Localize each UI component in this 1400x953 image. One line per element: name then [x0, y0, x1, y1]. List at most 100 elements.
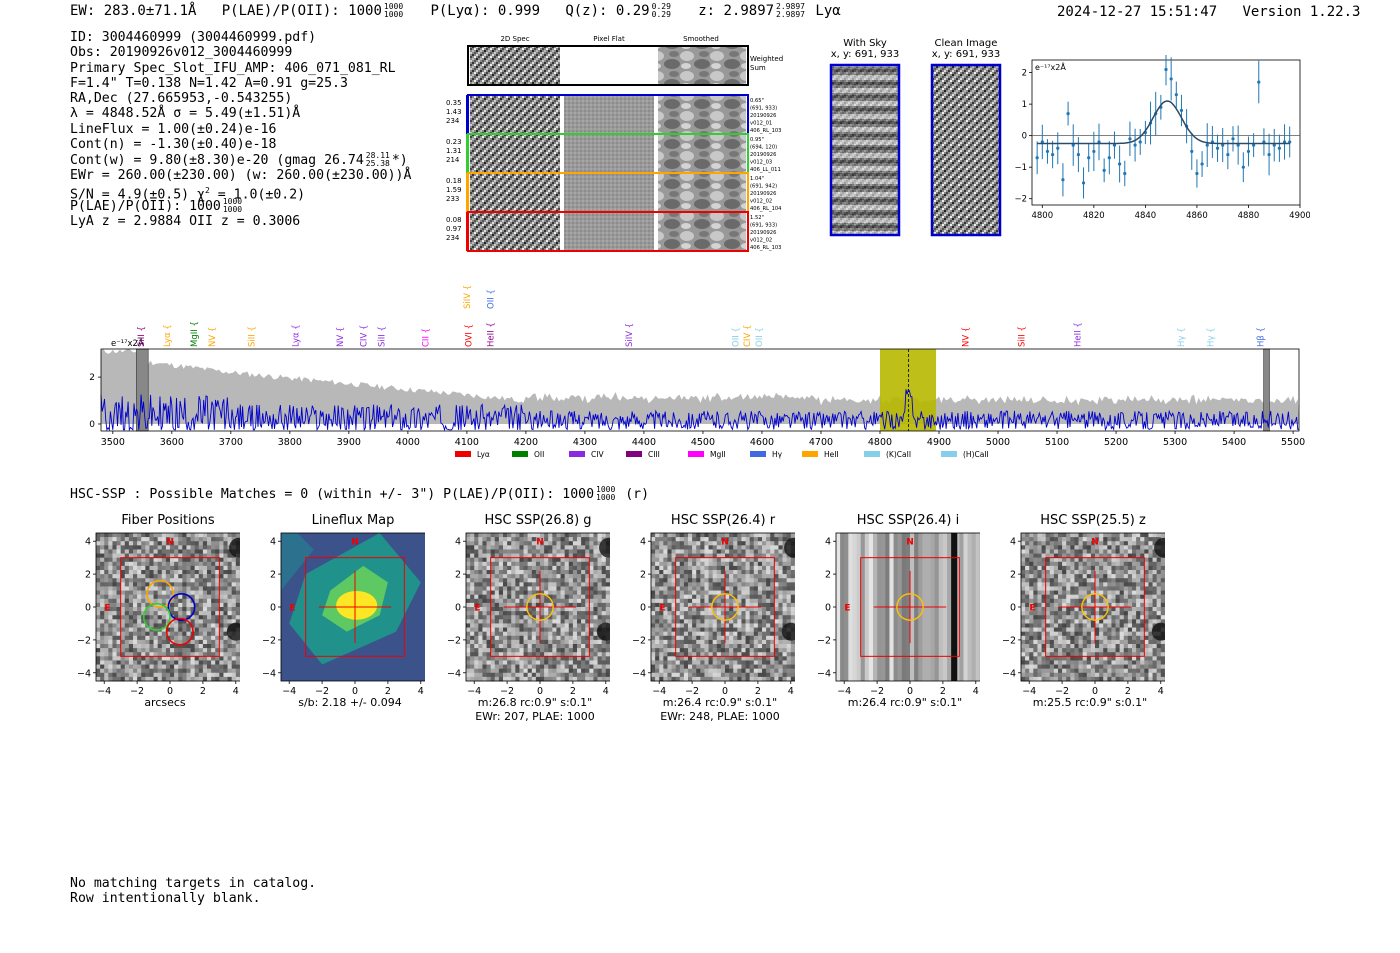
zoom-point-19 — [1133, 143, 1137, 147]
header-datetime: 2024-12-27 15:51:47 — [1057, 4, 1218, 20]
cutout-right-3-0: 1.52" — [750, 215, 764, 221]
hsc-ytick-label-3-0: 4 — [640, 537, 646, 548]
hsc-bright-source-b — [226, 622, 240, 641]
hsc-xtick-label-3-0: −4 — [652, 686, 666, 697]
cutout-right-1-4: 406_LL_011 — [750, 167, 781, 173]
hsc-panel-title-2: HSC SSP(26.8) g — [484, 513, 592, 528]
header-z: z: 2.9897 — [698, 3, 775, 19]
sum-frame — [467, 45, 749, 86]
cutout-color-bar-2 — [466, 173, 469, 212]
hsc-panel-title-4: HSC SSP(26.4) i — [856, 513, 960, 528]
spec-axes-frame — [100, 348, 1300, 432]
zoom-point-37 — [1226, 152, 1230, 157]
hsc-ytick-label-5-1: 2 — [1010, 570, 1016, 581]
hsc-ytick-label-0-4: −4 — [77, 668, 91, 679]
cutout-left-1-0: 0.23 — [446, 138, 462, 146]
zoom-point-8 — [1076, 152, 1080, 157]
cutout-pixelflat-0 — [564, 96, 654, 133]
zoom-point-30 — [1190, 149, 1194, 154]
spec-xtick-label-2: 3700 — [219, 437, 243, 448]
cutout-left-0-2: 234 — [446, 117, 460, 125]
hsc-panel-title-0: Fiber Positions — [121, 513, 215, 528]
hsc-panel-0: N E −4 −2 0 2 4 4 2 0 −2 −4 — [77, 532, 240, 697]
spec-line-label-0: SiII { — [137, 326, 147, 347]
spec-line-label-14: CIV { — [743, 325, 753, 347]
hsc-xtick-label-1-3: 2 — [385, 686, 391, 697]
hsc-panel-3: N E −4 −2 0 2 4 4 2 0 −2 −4 — [632, 532, 795, 697]
hsc-ytick-label-3-4: −4 — [632, 668, 646, 679]
info-sn-sup: 2 — [204, 185, 210, 195]
spec-legend-swatch-0 — [455, 451, 471, 457]
hsc-xtick-label-5-3: 2 — [1125, 686, 1131, 697]
cutout-left-2-2: 233 — [446, 195, 459, 203]
hsc-panel-caption-3: m:26.4 rc:0.9" s:0.1" EWr: 248, PLAE: 100… — [635, 696, 805, 724]
info-contw-hi: 28.11 — [365, 151, 390, 161]
zoom-point-46 — [1272, 143, 1276, 147]
hsc-xtick-label-3-4: 4 — [788, 686, 794, 697]
hsc-ytick-label-1-2: 0 — [270, 603, 276, 614]
zoom-point-16 — [1118, 162, 1122, 166]
hsc-ytick-label-3-1: 2 — [640, 570, 646, 581]
zoom-xtick-label-1: 4820 — [1083, 211, 1105, 221]
hsc-panel-caption-0: arcsecs — [80, 696, 250, 710]
spec-xtick-label-9: 4400 — [632, 437, 656, 448]
hsc-title-hi: 1000 — [596, 485, 616, 494]
header-version: Version 1.22.3 — [1242, 4, 1361, 20]
hsc-north-label-5: N — [1091, 538, 1099, 548]
spec-xtick-label-7: 4200 — [514, 437, 538, 448]
zoom-point-47 — [1277, 146, 1281, 150]
cutout-panel: 2D Spec Pixel Flat Smoothed Weighted Sum… — [446, 35, 783, 252]
zoom-point-15 — [1112, 143, 1117, 147]
spec-line-label-21: Hβ { — [1257, 327, 1267, 347]
col-label-smoothed: Smoothed — [683, 35, 719, 43]
spec-legend-swatch-8 — [941, 451, 957, 457]
cutout-left-1-1: 1.31 — [446, 147, 462, 155]
cutout-left-0-0: 0.35 — [446, 99, 462, 107]
zoom-point-13 — [1102, 168, 1106, 172]
hsc-ytick-label-5-2: 0 — [1010, 603, 1016, 614]
header-z-line: Lyα — [815, 3, 841, 19]
hsc-ytick-label-1-1: 2 — [270, 570, 276, 581]
lineflux-blob-a — [281, 533, 314, 591]
hsc-xtick-label-0-2: 0 — [167, 686, 173, 697]
spec-line-label-1: Lyα { — [163, 324, 173, 347]
cutout-left-3-0: 0.08 — [446, 216, 462, 224]
cutout-right-0-4: 406_RL_103 — [750, 128, 782, 134]
spec-ytick-label-0: 2 — [89, 373, 95, 383]
cutout-color-bar-1 — [466, 134, 469, 173]
header-right: 2024-12-27 15:51:47 Version 1.22.3 — [1057, 4, 1360, 20]
header-qz-lo: 0.29 — [651, 10, 671, 19]
info-obs: Obs: 20190926v012_3004460999 — [70, 45, 293, 61]
cutout-pixelflat-3 — [564, 213, 654, 250]
info-sn-chi: = 1.0(±0.2) — [209, 187, 306, 203]
hsc-ytick-label-2-4: −4 — [447, 668, 461, 679]
spec-xtick-label-15: 5000 — [986, 437, 1010, 448]
hsc-ytick-label-2-0: 4 — [455, 537, 461, 548]
hsc-ytick-label-2-3: −2 — [447, 635, 461, 646]
spec-legend-label-2: CIV — [591, 450, 604, 459]
info-lambda: λ = 4848.52Å σ = 5.49(±1.51)Å — [70, 106, 301, 122]
spec-line-label-8: SiII { — [377, 326, 387, 347]
spec-line-label-9: CII { — [422, 328, 432, 347]
zoom-ytick-label-1: 1 — [1022, 100, 1027, 110]
hsc-xtick-label-2-1: −2 — [500, 686, 514, 697]
col-label-2dspec: 2D Spec — [500, 35, 529, 43]
hsc-title-text: HSC-SSP : Possible Matches = 0 (within +… — [70, 487, 595, 502]
hsc-panel-caption-5: m:25.5 rc:0.9" s:0.1" — [1005, 696, 1175, 710]
with-sky-title-1: With Sky — [843, 38, 887, 49]
cutout-right-0-1: (691, 933) — [750, 106, 777, 112]
spec-xtick-label-20: 5500 — [1281, 437, 1305, 448]
zoom-point-43 — [1257, 80, 1261, 84]
hsc-xtick-label-5-2: 0 — [1092, 686, 1098, 697]
header-qz: Q(z): 0.29 — [565, 3, 650, 19]
cutout-2dspec-0 — [470, 96, 560, 133]
hsc-east-label-0: E — [104, 603, 110, 613]
spec-line-label-17: SiII { — [1018, 326, 1028, 347]
info-contw: Cont(w) = 9.80(±8.30)e-20 (gmag 26.74 28.… — [70, 151, 411, 169]
full-spectrum-plot: e⁻¹⁷x2Å 2 0 3500 3600 3700 3800 3900 4000 4100 420… — [89, 285, 1305, 459]
hsc-ytick-label-4-0: 4 — [825, 537, 831, 548]
hsc-caption-line1-4: m:26.4 rc:0.9" s:0.1" — [847, 696, 963, 709]
zoom-point-5 — [1061, 178, 1065, 182]
spec-line-label-12: SiIV { — [625, 323, 635, 347]
zoom-point-2 — [1045, 149, 1050, 154]
